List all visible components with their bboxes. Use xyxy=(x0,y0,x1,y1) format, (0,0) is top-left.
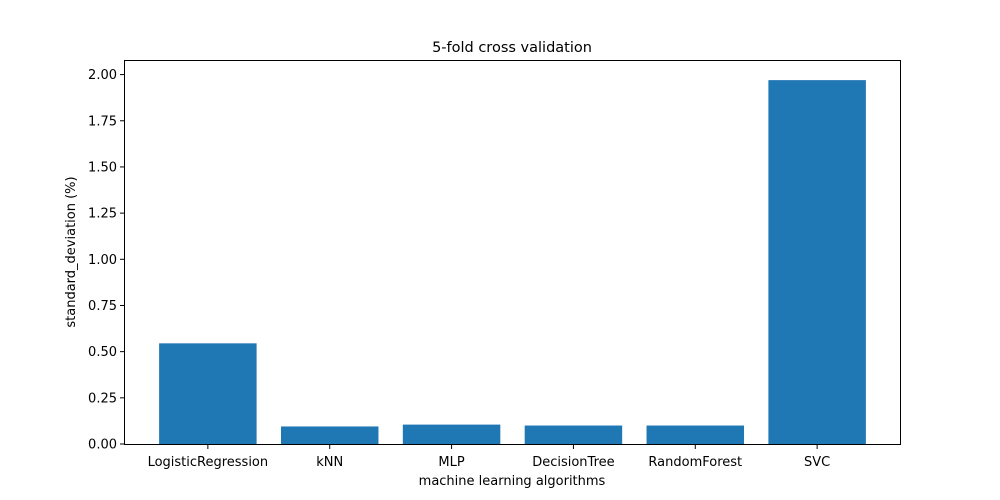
bar-knn xyxy=(280,426,379,444)
y-axis-ticks: 0.00 0.25 0.50 0.75 1.00 1.25 1.50 1.75 2.00 xyxy=(88,68,125,453)
bar-decisiontree xyxy=(524,425,623,444)
x-tick-label: SVC xyxy=(804,455,830,470)
y-tick-label: 1.75 xyxy=(88,114,117,129)
bar-logisticregression xyxy=(159,343,257,444)
bar-svc xyxy=(768,80,866,445)
x-tick-label: LogisticRegression xyxy=(148,455,269,470)
y-tick-label: 0.50 xyxy=(88,345,117,360)
y-tick-label: 1.00 xyxy=(88,253,117,268)
y-axis-label: standard_deviation (%) xyxy=(64,176,79,327)
x-axis-ticks: LogisticRegression kNN MLP DecisionTree Rand… xyxy=(148,444,830,470)
bars-group xyxy=(159,80,866,445)
x-axis-label: machine learning algorithms xyxy=(419,474,606,489)
y-tick-label: 2.00 xyxy=(88,68,117,83)
bar-mlp xyxy=(402,424,501,444)
plot-frame xyxy=(124,60,901,445)
x-tick-label: MLP xyxy=(438,455,464,470)
chart-title: 5-fold cross validation xyxy=(432,40,592,56)
x-tick-label: kNN xyxy=(316,455,343,470)
y-tick-label: 0.25 xyxy=(88,391,117,406)
x-tick-label: RandomForest xyxy=(648,455,742,470)
y-tick-label: 1.50 xyxy=(88,160,117,175)
bar-randomforest xyxy=(646,425,745,444)
x-tick-label: DecisionTree xyxy=(532,455,614,470)
y-tick-label: 0.75 xyxy=(88,299,117,314)
y-tick-label: 0.00 xyxy=(88,438,117,453)
y-tick-label: 1.25 xyxy=(88,207,117,222)
